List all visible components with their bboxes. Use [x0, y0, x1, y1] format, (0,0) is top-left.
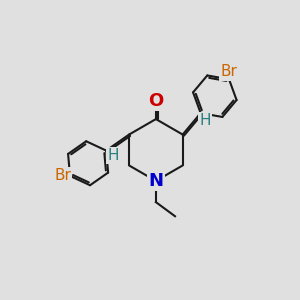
Text: Br: Br: [220, 64, 238, 80]
Text: O: O: [148, 92, 164, 110]
Text: N: N: [148, 172, 164, 190]
Text: Br: Br: [54, 168, 71, 183]
Text: H: H: [199, 113, 211, 128]
Text: H: H: [108, 148, 119, 163]
